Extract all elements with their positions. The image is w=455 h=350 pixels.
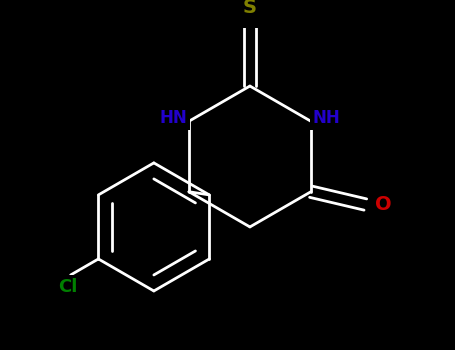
- Text: HN: HN: [160, 109, 187, 127]
- Text: NH: NH: [313, 109, 340, 127]
- Text: S: S: [243, 0, 257, 17]
- Text: Cl: Cl: [58, 278, 77, 296]
- Text: O: O: [374, 195, 391, 214]
